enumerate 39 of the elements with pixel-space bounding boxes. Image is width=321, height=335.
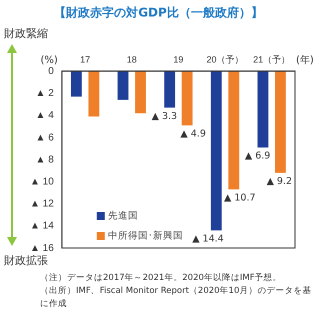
- y-tick-label: ▲ 12: [30, 198, 54, 210]
- text: 財政拡張: [4, 253, 48, 268]
- bar: [88, 71, 100, 117]
- y-tick-label: ▲ 8: [36, 154, 54, 166]
- text: （注）データは2017年～2021年。2020年以降はIMF予想。: [40, 272, 283, 285]
- bar: [228, 71, 240, 190]
- text: 財政緊縮: [4, 26, 48, 41]
- y-tick-label: ▲ 4: [36, 110, 54, 122]
- data-label: ▲ 9.2: [266, 176, 292, 188]
- data-label: ▲ 6.9: [244, 150, 270, 162]
- x-tick-label: 19: [173, 54, 184, 64]
- bar: [135, 71, 146, 114]
- x-tick-label: 17: [80, 54, 90, 64]
- bar: [275, 71, 286, 173]
- y-axis-title: (%): [40, 54, 58, 66]
- data-label: ▲ 3.3: [152, 110, 178, 122]
- legend-label: 先進国: [108, 209, 138, 222]
- y-tick-label: ▲ 10: [30, 176, 54, 188]
- y-tick-label: ▲ 16: [30, 242, 54, 254]
- bar: [118, 71, 128, 100]
- y-tick-label: ▲ 14: [30, 220, 54, 232]
- bar: [164, 71, 176, 108]
- data-label: ▲ 14.4: [192, 234, 224, 245]
- x-tick-label: 21（予）: [253, 54, 290, 64]
- bar: [258, 71, 268, 148]
- y-tick-label: 0: [48, 66, 54, 77]
- legend-label: 中所得国･新興国: [108, 229, 183, 242]
- x-tick-label: 18: [126, 54, 137, 64]
- y-tick-label: ▲ 6: [36, 132, 54, 144]
- x-tick-label: 20（予）: [206, 54, 244, 64]
- text: （出所）IMF、Fiscal Monitor Report（2020年10月）のデータを基に作成: [40, 285, 312, 311]
- bar: [182, 71, 193, 126]
- data-label: ▲ 4.9: [180, 128, 206, 140]
- x-axis-title: (年): [296, 54, 314, 66]
- y-tick-label: ▲ 2: [36, 88, 54, 100]
- chart-title: 【財政赤字の対GDP比（一般政府）】: [54, 5, 263, 20]
- data-label: ▲ 10.7: [224, 192, 256, 204]
- bar: [70, 71, 82, 97]
- bar: [210, 71, 222, 230]
